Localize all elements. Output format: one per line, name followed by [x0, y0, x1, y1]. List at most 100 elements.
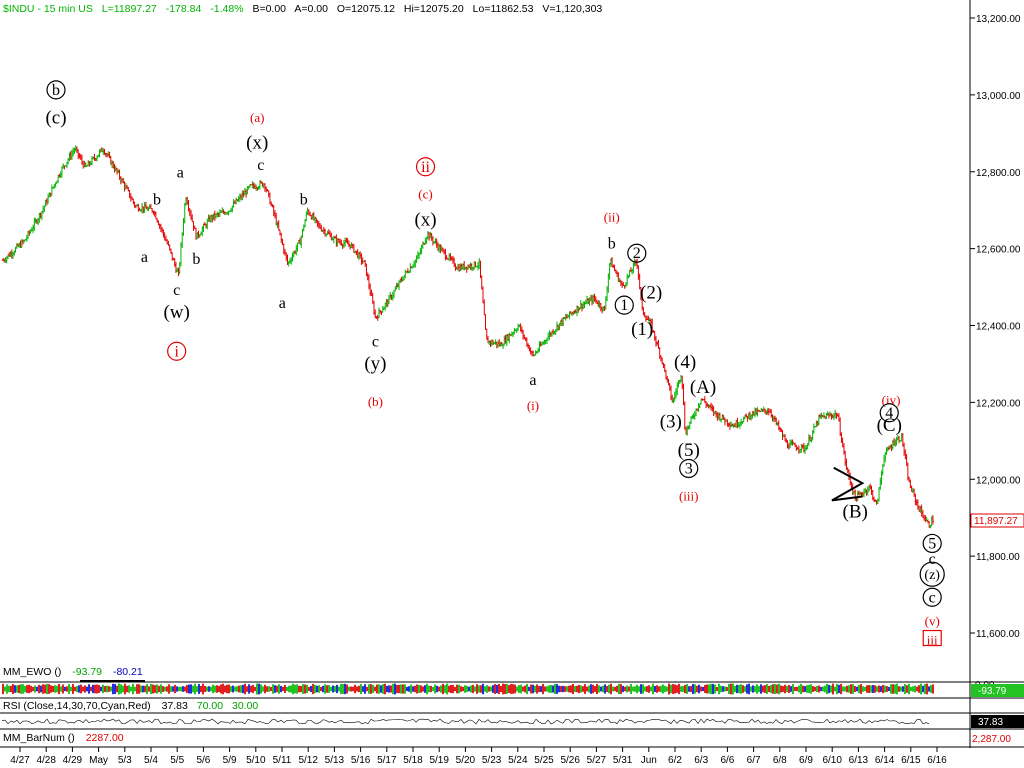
ewo-bar — [188, 684, 190, 694]
ewo-bar — [110, 686, 112, 692]
ewo-bar — [136, 684, 138, 694]
wave-label: c — [922, 587, 942, 607]
ewo-bar — [828, 684, 830, 694]
ewo-bar — [434, 684, 436, 694]
wave-label-text: c — [372, 334, 379, 351]
date-tick-label: 5/23 — [482, 755, 502, 766]
ewo-bar — [618, 683, 620, 695]
ewo-bar — [40, 685, 42, 693]
wave-label-text: c — [929, 589, 936, 606]
ewo-bar — [402, 684, 404, 694]
ewo-bar — [922, 685, 924, 693]
wave-label: (2) — [640, 283, 662, 304]
ewo-bar — [754, 686, 756, 692]
ewo-bar — [744, 686, 746, 692]
wave-label-text: c — [929, 551, 936, 568]
price-bars — [1, 145, 935, 529]
wave-label: (v) — [925, 613, 940, 628]
ewo-bar — [836, 683, 838, 695]
ewo-bar — [894, 684, 896, 694]
date-tick-label: 5/13 — [325, 755, 345, 766]
ewo-bar — [420, 685, 422, 693]
ewo-bar — [338, 686, 340, 692]
ewo-value-label: -93.79 — [978, 686, 1007, 697]
ewo-bar — [178, 686, 180, 692]
wave-label: a — [529, 372, 536, 389]
price-tick-label: 12,600.00 — [976, 245, 1021, 256]
ewo-bar — [400, 684, 402, 694]
ewo-bar — [912, 686, 914, 692]
ewo-bar — [44, 684, 46, 694]
ewo-bar — [548, 685, 550, 693]
ewo-bar — [502, 683, 504, 695]
wave-label: (1) — [631, 319, 653, 340]
ewo-bar — [470, 685, 472, 693]
ewo-bar — [684, 684, 686, 694]
wave-label: a — [177, 165, 184, 182]
ewo-bar — [196, 686, 198, 692]
ewo-bar — [282, 686, 284, 692]
label-circle — [167, 341, 187, 361]
ewo-bar — [298, 685, 300, 693]
ewo-bar — [264, 684, 266, 694]
ewo-bar — [274, 685, 276, 693]
ewo-bar — [492, 685, 494, 693]
ewo-bar — [696, 685, 698, 693]
ewo-bar — [916, 686, 918, 692]
ewo-bar — [252, 684, 254, 694]
ewo-bar — [242, 684, 244, 694]
ewo-bar — [42, 684, 44, 694]
date-tick-label: 5/19 — [429, 755, 449, 766]
wave-label-text: iii — [927, 633, 938, 648]
ewo-bar — [528, 686, 530, 692]
ewo-bar — [440, 685, 442, 693]
ewo-bar — [236, 686, 238, 692]
ewo-bar — [360, 684, 362, 694]
rsi-pane — [1, 718, 930, 725]
ewo-bar — [318, 685, 320, 693]
ewo-bar — [478, 685, 480, 693]
ewo-bar — [108, 686, 110, 692]
ewo-bar — [170, 686, 172, 692]
label-circle — [679, 458, 699, 479]
wave-label-text: (2) — [640, 283, 662, 304]
ewo-bar — [272, 684, 274, 694]
wave-label: (iii) — [679, 488, 699, 503]
ewo-bar — [730, 683, 732, 695]
ewo-bar — [716, 686, 718, 692]
ewo-bar — [432, 686, 434, 692]
ewo-bar — [306, 684, 308, 694]
price-tick-label: 11,600.00 — [976, 629, 1020, 640]
ewo-bar — [858, 684, 860, 694]
ewo-bar — [692, 683, 694, 695]
ewo-bar — [674, 684, 676, 694]
ewo-bar — [602, 685, 604, 693]
ewo-bar — [168, 684, 170, 694]
ewo-bar — [404, 684, 406, 694]
ewo-bar — [192, 685, 194, 693]
ewo-bar — [158, 685, 160, 693]
date-tick-label: 5/26 — [560, 755, 580, 766]
ewo-bar — [414, 685, 416, 693]
wave-label-text: (4) — [674, 352, 696, 373]
wave-label-text: (v) — [925, 613, 940, 628]
ewo-bar — [634, 686, 636, 692]
ewo-bar — [558, 685, 560, 693]
ewo-bar — [734, 686, 736, 692]
ewo-bar — [932, 684, 934, 694]
ewo-bar — [708, 684, 710, 694]
ewo-bar — [26, 685, 28, 693]
ewo-bar — [448, 685, 450, 693]
ewo-bar — [276, 685, 278, 693]
ewo-bar — [328, 685, 330, 693]
ewo-bar — [542, 683, 544, 695]
ewo-bar — [372, 684, 374, 694]
ewo-bar — [102, 684, 104, 694]
ewo-bar — [468, 686, 470, 692]
ewo-bar — [512, 684, 514, 694]
ewo-bar — [620, 684, 622, 694]
ewo-bar — [58, 683, 60, 695]
ewo-bar — [198, 684, 200, 694]
ewo-bar — [816, 686, 818, 692]
ewo-bar — [648, 685, 650, 693]
